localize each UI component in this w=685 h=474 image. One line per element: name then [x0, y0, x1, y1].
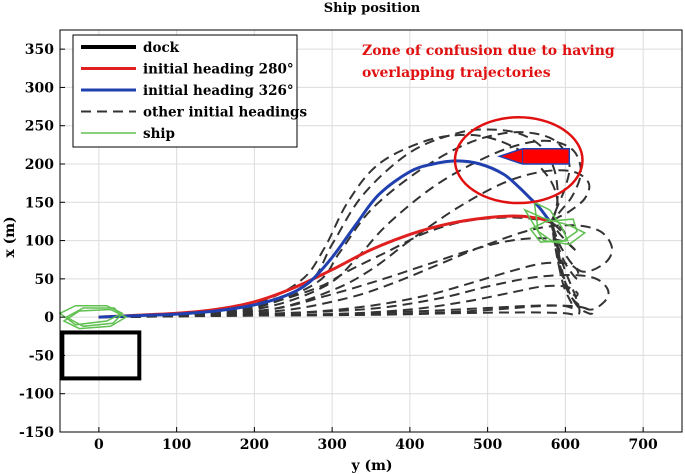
data-layer — [58, 128, 614, 381]
y-tick-label-9: 300 — [25, 80, 54, 96]
legend-label-1: initial heading 280° — [143, 62, 294, 78]
y-tick-label-0: -150 — [19, 425, 54, 441]
legend-label-0: dock — [143, 40, 180, 56]
y-tick-label-7: 200 — [25, 157, 54, 173]
ship-outline-3 — [522, 208, 587, 246]
other-heading-curve-7 — [98, 221, 581, 319]
heading-line-1 — [98, 159, 552, 319]
other-heading-curve-10 — [98, 220, 579, 319]
ship-outline-2 — [64, 307, 122, 328]
grid — [60, 30, 682, 433]
plot-frame — [59, 29, 683, 433]
ship-outline-1 — [62, 308, 128, 330]
other-heading-curve-5 — [98, 221, 610, 319]
y-tick-label-4: 50 — [35, 272, 55, 288]
other-heading-curve-4 — [98, 221, 614, 319]
confusion-ellipse — [453, 116, 584, 205]
y-ticks: -150 -100 -50 0 50 100 150 200 250 300 350 — [19, 42, 65, 441]
x-axis-label: y (m) — [350, 458, 392, 474]
x-tick-label-1: 100 — [162, 437, 191, 453]
confusion-annotation: Zone of confusion due to having overlappi… — [362, 43, 615, 205]
annotation-line-0: Zone of confusion due to having — [362, 43, 615, 59]
legend: dock initial heading 280° initial heading … — [72, 34, 307, 148]
x-tick-label-2: 200 — [240, 437, 269, 453]
legend-label-3: other initial headings — [143, 105, 307, 121]
other-heading-curve-11 — [98, 221, 580, 319]
y-tick-label-6: 150 — [25, 195, 54, 211]
ship-outline-0 — [58, 304, 124, 326]
chart-title: Ship position — [324, 1, 421, 16]
other-heading-curve-3 — [98, 169, 591, 319]
x-tick-label-6: 600 — [551, 437, 580, 453]
red-ship-marker — [496, 147, 571, 165]
x-tick-label-3: 300 — [318, 437, 347, 453]
legend-label-4: ship — [143, 126, 175, 142]
y-tick-label-5: 100 — [25, 234, 54, 250]
x-tick-label-4: 400 — [395, 437, 424, 453]
other-heading-curve-13 — [98, 221, 575, 319]
x-tick-label-7: 700 — [629, 437, 658, 453]
y-tick-label-10: 350 — [25, 42, 54, 58]
ship-outline-4 — [529, 218, 578, 243]
y-tick-label-2: -50 — [29, 348, 55, 364]
y-axis-label: x (m) — [2, 216, 18, 257]
annotation-line-1: overlapping trajectories — [362, 65, 551, 81]
y-tick-label-1: -100 — [19, 387, 54, 403]
y-tick-label-3: 0 — [44, 310, 54, 326]
y-tick-label-8: 250 — [25, 119, 54, 135]
ship-outline-5 — [533, 201, 569, 243]
legend-label-2: initial heading 326° — [143, 83, 294, 99]
x-tick-label-0: 0 — [94, 437, 104, 453]
x-ticks: 0 100 200 300 400 500 600 700 — [94, 427, 658, 453]
x-tick-label-5: 500 — [473, 437, 502, 453]
other-heading-curve-1 — [98, 131, 571, 319]
